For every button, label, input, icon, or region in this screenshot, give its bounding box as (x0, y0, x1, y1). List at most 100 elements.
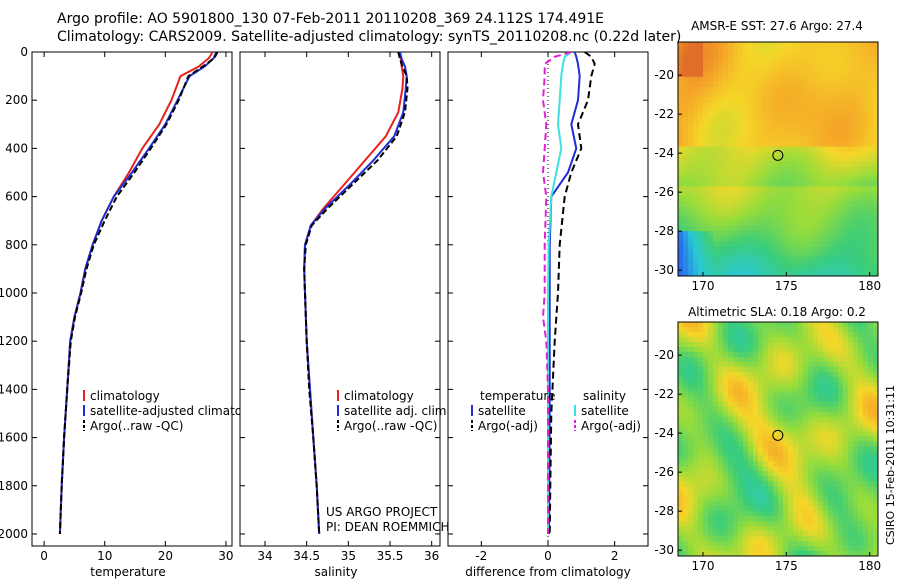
map-cell (698, 256, 704, 262)
map-cell (808, 501, 814, 507)
map-cell (763, 351, 769, 358)
map-cell (703, 42, 709, 48)
map-cell (818, 191, 824, 197)
map-cell (728, 42, 734, 48)
map-cell (703, 326, 709, 333)
map-cell (693, 156, 699, 162)
map-cell (803, 466, 809, 472)
map-cell (723, 461, 729, 467)
map-cell (683, 141, 689, 147)
map-cell (713, 521, 719, 527)
map-cell (803, 171, 809, 177)
map-cell (823, 326, 829, 333)
map-cell (778, 116, 784, 123)
map-cell (748, 451, 754, 457)
map-cell (753, 42, 759, 48)
map-cell (793, 221, 799, 227)
map-cell (758, 71, 764, 78)
map-cell (688, 181, 694, 187)
map-cell (683, 436, 689, 442)
map-cell (783, 221, 789, 227)
map-cell (803, 551, 809, 557)
map-cell (698, 322, 704, 328)
map-cell (808, 211, 814, 217)
map-cell (773, 186, 779, 192)
legend-label: Argo(..raw -QC) (90, 419, 183, 433)
map-cell (703, 322, 709, 328)
map-cell (863, 456, 869, 462)
map-cell (678, 76, 684, 83)
map-cell (858, 111, 864, 118)
map-cell (763, 461, 769, 467)
map-cell (738, 346, 744, 353)
map-cell (743, 371, 749, 378)
map-cell (858, 341, 864, 348)
map-cell (678, 491, 684, 497)
map-cell (778, 91, 784, 98)
map-cell (868, 491, 874, 497)
map-cell (738, 121, 744, 128)
map-cell (743, 381, 749, 388)
map-cell (738, 42, 744, 48)
map-cell (858, 441, 864, 447)
map-cell (733, 216, 739, 222)
map-cell (838, 61, 844, 68)
map-cell (713, 131, 719, 137)
map-cell (758, 256, 764, 262)
map-cell (738, 71, 744, 78)
map-cell (688, 451, 694, 457)
map-cell (808, 231, 814, 237)
map-cell (813, 411, 819, 417)
map-cell (693, 431, 699, 437)
map-cell (678, 466, 684, 472)
map-cell (823, 201, 829, 207)
map-cell (853, 521, 859, 527)
map-cell (858, 336, 864, 343)
map-cell (813, 331, 819, 338)
map-cell (828, 181, 834, 187)
map-cell (733, 486, 739, 492)
map-cell (678, 166, 684, 172)
map-cell (813, 226, 819, 232)
map-cell (693, 51, 699, 58)
map-cell (773, 246, 779, 252)
map-cell (863, 46, 869, 53)
map-cell (783, 531, 789, 537)
map-cell (758, 261, 764, 267)
map-cell (703, 166, 709, 172)
map-cell (783, 491, 789, 497)
map-cell (703, 511, 709, 517)
map-cell (703, 336, 709, 343)
map-cell (818, 46, 824, 53)
map-cell (843, 516, 849, 522)
map-cell (798, 366, 804, 373)
map-cell (868, 366, 874, 373)
map-cell (763, 346, 769, 353)
map-cell (708, 416, 714, 422)
map-cell (688, 141, 694, 147)
map-cell (803, 166, 809, 172)
map-cell (768, 131, 774, 137)
map-cell (788, 226, 794, 232)
map-cell (848, 336, 854, 343)
map-cell (828, 401, 834, 408)
map-cell (868, 46, 874, 53)
map-cell (698, 111, 704, 118)
difference-xlabel: difference from climatology (465, 565, 631, 579)
legend-label: satellite adj. clim. (344, 404, 450, 418)
map-cell (828, 171, 834, 177)
map-cell (743, 416, 749, 422)
map-cell (743, 226, 749, 232)
map-cell (848, 111, 854, 118)
map-cell (823, 186, 829, 192)
map-cell (783, 196, 789, 202)
map-cell (698, 446, 704, 452)
map-cell (848, 421, 854, 427)
map-cell (858, 322, 864, 328)
map-cell (738, 461, 744, 467)
map-cell (708, 166, 714, 172)
map-cell (773, 86, 779, 93)
map-cell (858, 206, 864, 212)
map-cell (843, 121, 849, 128)
map-cell (813, 531, 819, 537)
